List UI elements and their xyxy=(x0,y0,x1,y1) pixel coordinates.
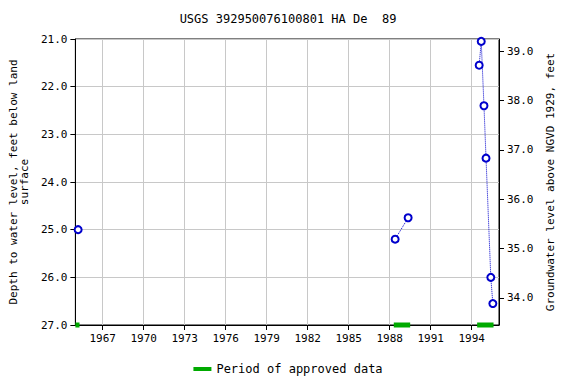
svg-text:1976: 1976 xyxy=(212,332,239,345)
svg-text:1988: 1988 xyxy=(376,332,403,345)
svg-text:Period of approved data: Period of approved data xyxy=(216,362,382,376)
svg-text:1970: 1970 xyxy=(130,332,157,345)
svg-text:Groundwater level above NGVD 1: Groundwater level above NGVD 1929, feet xyxy=(544,53,557,311)
svg-text:1973: 1973 xyxy=(171,332,198,345)
svg-text:Depth to water level, feet bel: Depth to water level, feet below land xyxy=(7,59,20,305)
svg-text:25.0: 25.0 xyxy=(41,223,68,236)
svg-text:38.0: 38.0 xyxy=(507,94,534,107)
svg-text:39.0: 39.0 xyxy=(507,45,534,58)
svg-text:surface: surface xyxy=(18,159,31,205)
svg-text:1982: 1982 xyxy=(294,332,321,345)
svg-text:36.0: 36.0 xyxy=(507,193,534,206)
svg-text:21.0: 21.0 xyxy=(41,33,68,46)
svg-text:24.0: 24.0 xyxy=(41,176,68,189)
svg-text:1979: 1979 xyxy=(253,332,280,345)
svg-text:35.0: 35.0 xyxy=(507,242,534,255)
svg-text:USGS 392950076100801 HA De 89: USGS 392950076100801 HA De 89 xyxy=(180,12,397,26)
svg-text:22.0: 22.0 xyxy=(41,80,68,93)
svg-text:23.0: 23.0 xyxy=(41,128,68,141)
svg-text:1985: 1985 xyxy=(335,332,362,345)
svg-text:34.0: 34.0 xyxy=(507,291,534,304)
svg-text:1967: 1967 xyxy=(89,332,116,345)
svg-text:27.0: 27.0 xyxy=(41,319,68,332)
svg-text:1994: 1994 xyxy=(458,332,485,345)
svg-text:26.0: 26.0 xyxy=(41,271,68,284)
svg-text:37.0: 37.0 xyxy=(507,143,534,156)
svg-text:1991: 1991 xyxy=(417,332,444,345)
